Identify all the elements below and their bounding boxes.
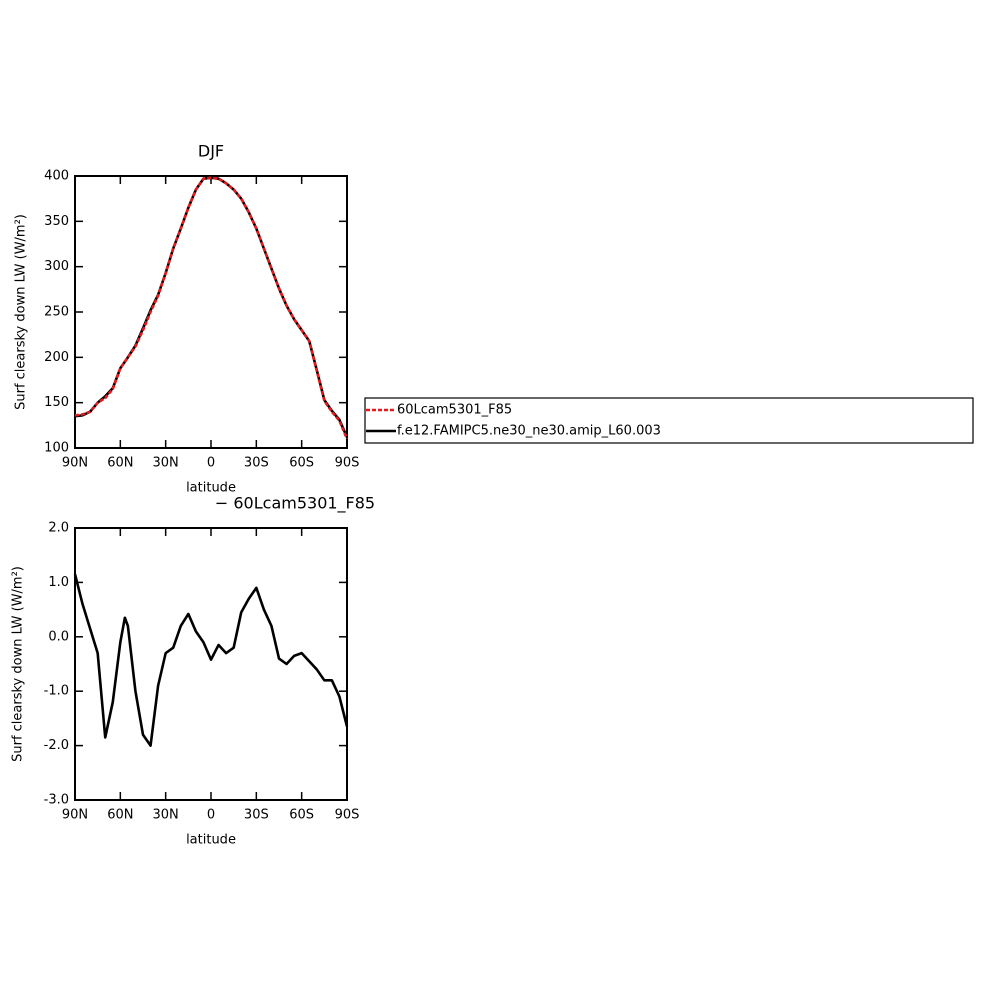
data-line [74,176,349,440]
x-tick-label: 30S [244,808,269,823]
x-tick-label: 60S [289,808,314,823]
plot-frame [74,175,348,449]
x-tick-label: 90S [335,808,360,823]
y-axis-label: Surf clearsky down LW (W/m²) [11,566,26,762]
chart-title: DJF [198,142,224,161]
x-tick-label: 60S [289,456,314,471]
x-tick-label: 90N [62,808,88,823]
x-axis-label: latitude [186,481,236,496]
y-tick-label: 1.0 [48,575,69,590]
y-tick-label: 100 [44,441,69,456]
y-tick-label: 200 [44,350,69,365]
x-tick-label: 60N [107,456,133,471]
y-tick-label: -2.0 [44,738,69,753]
x-tick-label: 0 [207,808,215,823]
x-tick-label: 30N [153,456,179,471]
x-tick-label: 90N [62,456,88,471]
y-tick-label: 2.0 [48,521,69,536]
y-tick-label: 400 [44,169,69,184]
legend-label: 60Lcam5301_F85 [397,403,512,418]
y-tick-label: -1.0 [44,684,69,699]
y-tick-label: 350 [44,214,69,229]
y-tick-label: -3.0 [44,793,69,808]
y-tick-label: 300 [44,259,69,274]
y-axis-label: Surf clearsky down LW (W/m²) [14,214,29,410]
legend-box [364,397,974,444]
data-line [74,176,349,438]
x-axis-label: latitude [186,833,236,848]
x-tick-label: 60N [107,808,133,823]
x-tick-label: 30N [153,808,179,823]
y-tick-label: 250 [44,305,69,320]
x-tick-label: 0 [207,456,215,471]
y-tick-label: 150 [44,395,69,410]
data-line [73,573,349,747]
y-tick-label: 0.0 [48,629,69,644]
x-tick-label: 90S [335,456,360,471]
legend-label: f.e12.FAMIPC5.ne30_ne30.amip_L60.003 [397,424,661,439]
plot-frame [74,527,348,801]
chart-title: − 60Lcam5301_F85 [215,494,375,514]
x-tick-label: 30S [244,456,269,471]
